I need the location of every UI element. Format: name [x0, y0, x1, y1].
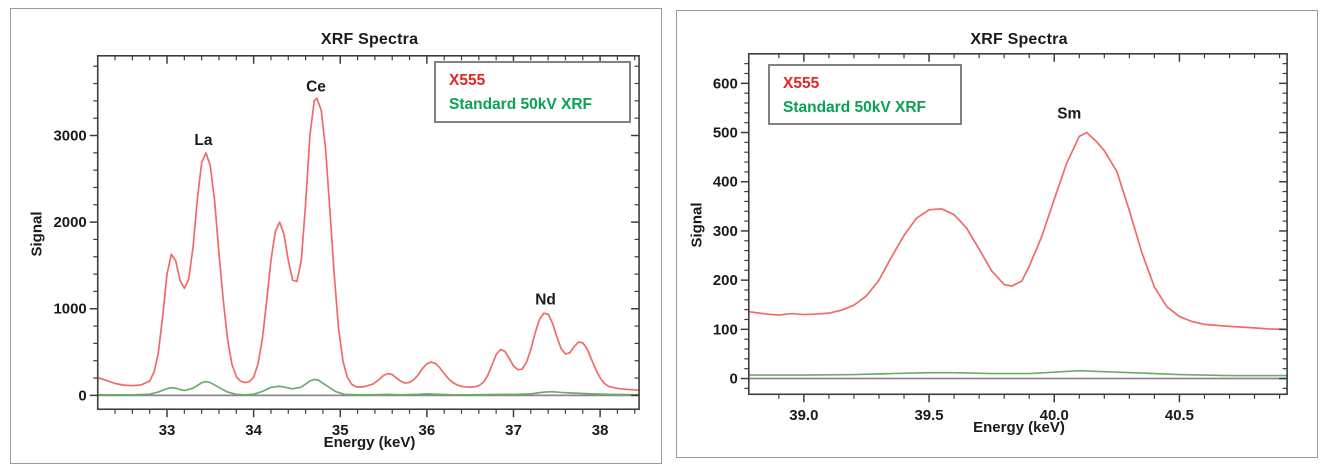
- x-tick-label: 40.5: [1165, 407, 1194, 424]
- peak-label-la: La: [194, 132, 212, 149]
- right-legend-item-standard-50kv-xrf: Standard 50kV XRF: [783, 99, 926, 116]
- series-line-x555: [96, 97, 640, 392]
- right-x-axis-label: Energy (keV): [973, 419, 1065, 436]
- x-tick-label: 40.0: [1040, 407, 1069, 424]
- x-tick-label: 36: [419, 422, 436, 439]
- x-tick-label: 33: [159, 422, 176, 439]
- y-tick-label: 1000: [54, 301, 87, 318]
- x-tick-label: 39.0: [789, 407, 818, 424]
- x-tick-label: 39.5: [915, 407, 944, 424]
- plot-frame: [96, 54, 640, 411]
- left-legend-item-x555: X555: [449, 72, 486, 89]
- left-x-axis-label: Energy (keV): [323, 434, 416, 451]
- peak-label-sm: Sm: [1057, 106, 1081, 123]
- left-plot-area: 33 34 35 36 37 38 0 1000 2000 3000 La Ce Nd: [54, 54, 640, 439]
- y-tick-label: 3000: [54, 127, 87, 144]
- right-legend-item-x555: X555: [783, 75, 820, 92]
- right-y-axis-label: Signal: [688, 202, 706, 248]
- peak-label-ce: Ce: [306, 78, 326, 95]
- y-tick-label: 400: [713, 174, 738, 191]
- x-tick-label: 37: [505, 422, 522, 439]
- y-tick-label: 500: [713, 125, 738, 142]
- x-tick-label: 34: [245, 422, 262, 439]
- right-plot-area: 39.0 39.5 40.0 40.5 0 100 200 300 400 500 600 Sm: [713, 53, 1288, 424]
- y-tick-label: 200: [713, 272, 738, 289]
- y-tick-label: 600: [713, 75, 738, 92]
- y-tick-label: 300: [713, 223, 738, 240]
- left-y-axis-label: Signal: [28, 211, 46, 257]
- right-chart-title: XRF Spectra: [970, 31, 1068, 48]
- right-legend-box: X555 Standard 50kV XRF: [768, 64, 962, 125]
- y-tick-label: 0: [78, 387, 86, 404]
- y-tick-label: 0: [729, 371, 737, 388]
- series-line-x555: [747, 131, 1288, 331]
- left-legend-item-standard-50kv-xrf: Standard 50kV XRF: [449, 96, 592, 113]
- left-chart-panel: 33 34 35 36 37 38 0 1000 2000 3000 La Ce Nd XRF Spec…: [10, 8, 662, 464]
- left-legend-box: X555 Standard 50kV XRF: [434, 61, 631, 123]
- right-chart-panel: 39.0 39.5 40.0 40.5 0 100 200 300 400 500 600 Sm XR…: [676, 10, 1318, 458]
- x-tick-label: 38: [592, 422, 609, 439]
- x-tick-label: 35: [332, 422, 349, 439]
- left-chart-title: XRF Spectra: [320, 31, 419, 48]
- y-tick-label: 2000: [54, 214, 87, 231]
- peak-label-nd: Nd: [535, 291, 556, 308]
- plot-frame: [747, 53, 1288, 396]
- series-line-standard-50kv-xrf: [747, 369, 1288, 377]
- y-tick-label: 100: [713, 321, 738, 338]
- series-line-standard-50kv-xrf: [96, 378, 640, 396]
